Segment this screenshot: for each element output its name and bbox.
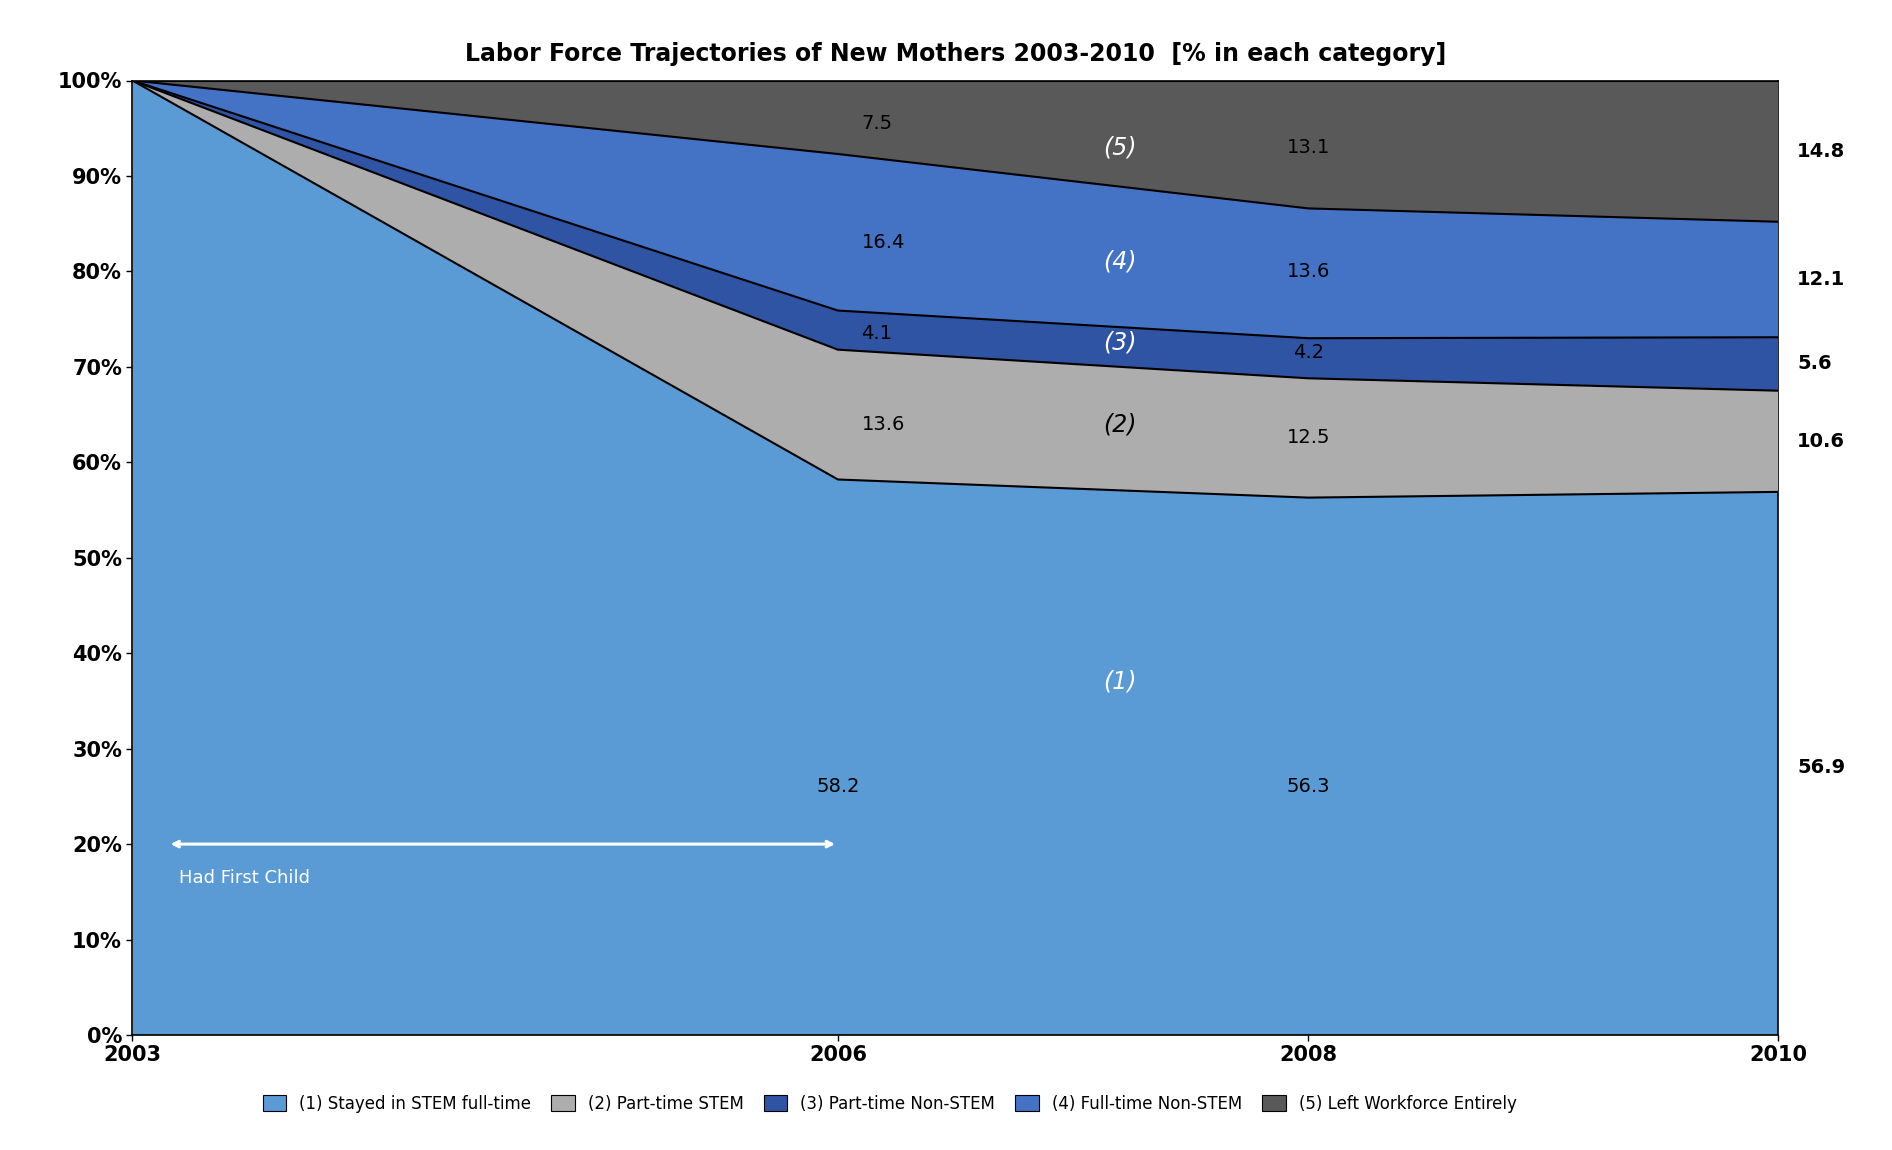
- Polygon shape: [132, 81, 1778, 498]
- Text: 13.6: 13.6: [861, 415, 904, 434]
- Text: 12.1: 12.1: [1797, 270, 1845, 289]
- Text: 7.5: 7.5: [861, 114, 893, 133]
- Text: (5): (5): [1103, 136, 1137, 160]
- Text: (3): (3): [1103, 331, 1137, 355]
- Text: (4): (4): [1103, 250, 1137, 274]
- Text: Had First Child: Had First Child: [180, 868, 310, 887]
- Text: 13.6: 13.6: [1287, 262, 1330, 281]
- Polygon shape: [132, 81, 1778, 222]
- Text: 4.1: 4.1: [861, 324, 893, 343]
- Text: 56.9: 56.9: [1797, 758, 1845, 777]
- Text: 16.4: 16.4: [861, 233, 904, 252]
- Text: 10.6: 10.6: [1797, 431, 1845, 451]
- Text: 13.1: 13.1: [1287, 138, 1330, 156]
- Text: 4.2: 4.2: [1292, 343, 1324, 362]
- Text: 12.5: 12.5: [1287, 428, 1330, 447]
- Polygon shape: [132, 81, 1778, 338]
- Text: (2): (2): [1103, 412, 1137, 436]
- Title: Labor Force Trajectories of New Mothers 2003-2010  [% in each category]: Labor Force Trajectories of New Mothers …: [465, 43, 1445, 66]
- Polygon shape: [132, 81, 1778, 391]
- Text: 5.6: 5.6: [1797, 354, 1831, 374]
- Text: 14.8: 14.8: [1797, 141, 1845, 161]
- Text: 56.3: 56.3: [1287, 777, 1330, 796]
- Text: 58.2: 58.2: [815, 777, 859, 796]
- Polygon shape: [132, 81, 1778, 1035]
- Legend: (1) Stayed in STEM full-time, (2) Part-time STEM, (3) Part-time Non-STEM, (4) Fu: (1) Stayed in STEM full-time, (2) Part-t…: [263, 1095, 1517, 1112]
- Text: (1): (1): [1103, 669, 1137, 693]
